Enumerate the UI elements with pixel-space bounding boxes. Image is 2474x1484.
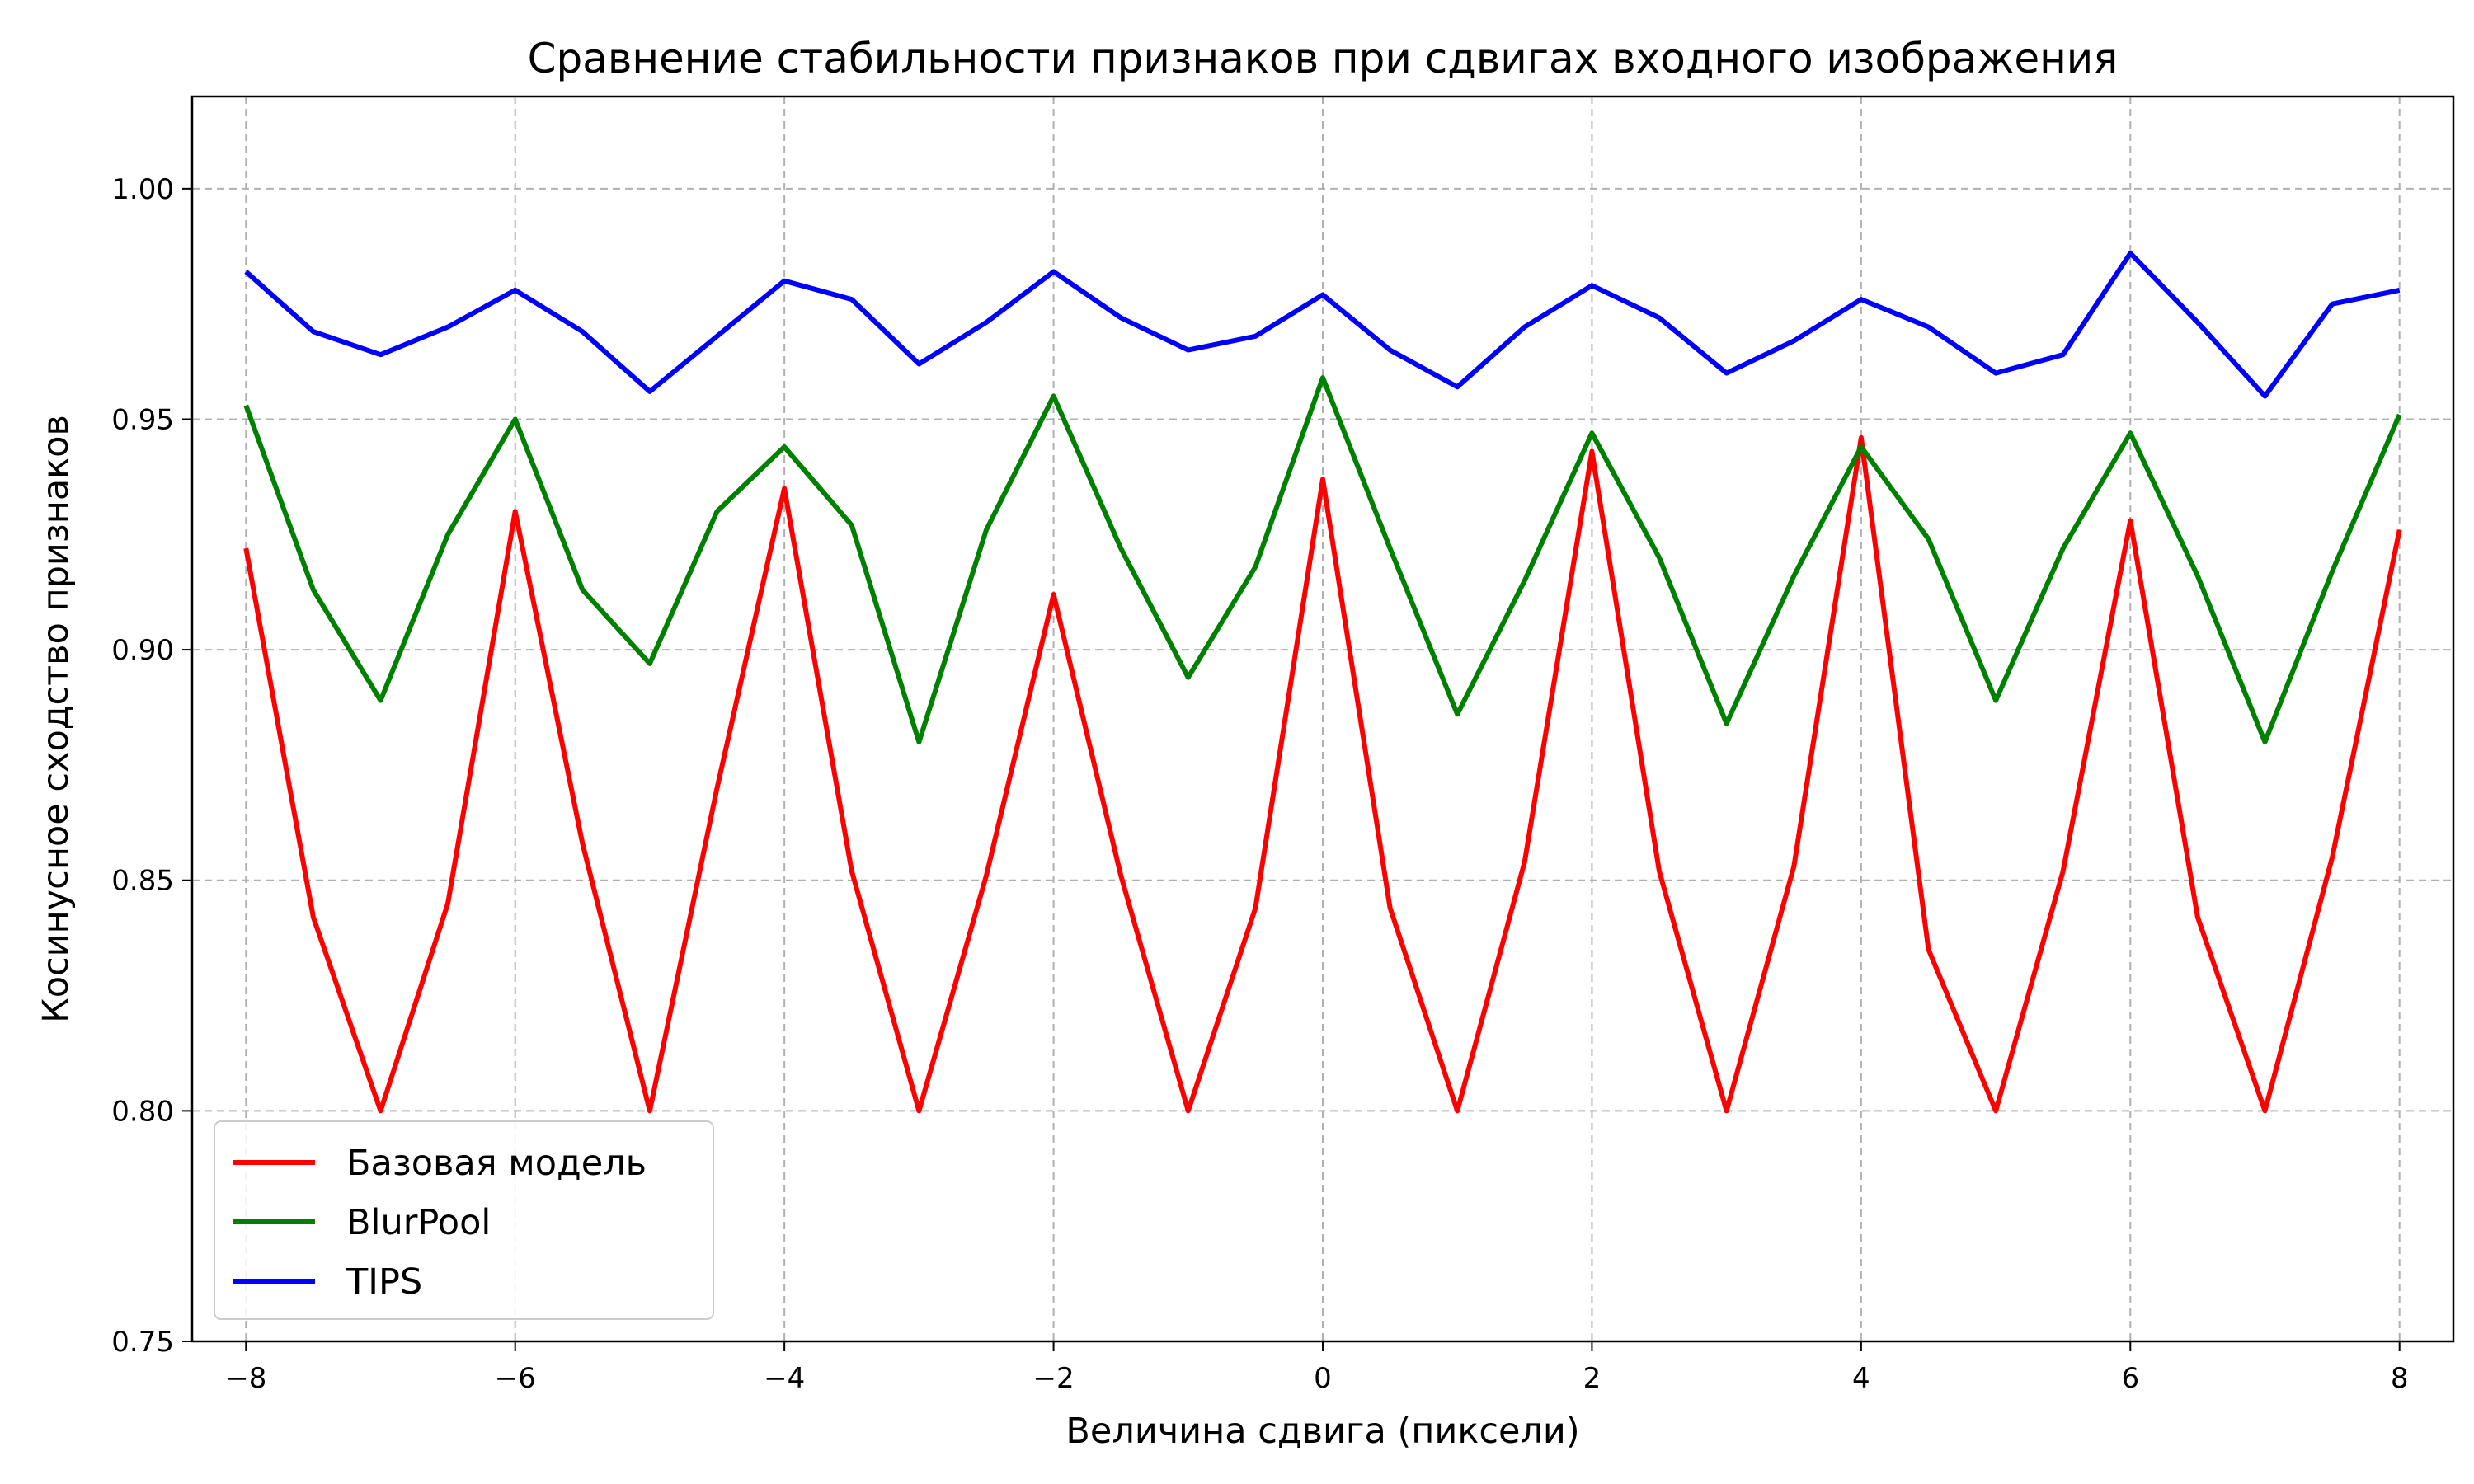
- series-line: [244, 251, 2401, 399]
- x-tick-label: 2: [1583, 1362, 1602, 1395]
- x-tick-label: −8: [225, 1362, 266, 1395]
- x-axis-label: Величина сдвига (пиксели): [1065, 1411, 1579, 1452]
- legend-label: TIPS: [346, 1261, 422, 1303]
- y-axis-label: Косинусное сходство признаков: [35, 415, 77, 1023]
- x-tick-label: −2: [1033, 1362, 1075, 1395]
- y-tick-label: 1.00: [111, 173, 174, 206]
- axis-ticks: −8 −6 −4 −2 0 2 4 6 8 0.75 0.80 0.85 0.90 0.95 1.00: [111, 173, 2408, 1395]
- y-tick-label: 0.95: [111, 403, 174, 436]
- y-tick-label: 0.90: [111, 634, 174, 667]
- y-tick-label: 0.80: [111, 1095, 174, 1128]
- x-tick-label: −4: [764, 1362, 805, 1395]
- legend-label: Базовая модель: [346, 1143, 647, 1184]
- chart-title: Сравнение стабильности признаков при сдв…: [528, 35, 2119, 82]
- x-tick-label: −6: [495, 1362, 536, 1395]
- x-tick-label: 4: [1852, 1362, 1870, 1395]
- y-tick-label: 0.85: [111, 865, 174, 898]
- series-lines: [243, 251, 2402, 1114]
- x-tick-label: 0: [1314, 1362, 1332, 1395]
- legend-label: BlurPool: [346, 1202, 491, 1243]
- legend-box: [214, 1120, 714, 1320]
- x-tick-label: 8: [2391, 1362, 2409, 1395]
- y-tick-label: 0.75: [111, 1326, 174, 1359]
- series-line: [243, 434, 2402, 1114]
- grid: [192, 96, 2453, 1342]
- legend: Базовая модель BlurPool TIPS: [214, 1120, 714, 1320]
- x-tick-label: 6: [2121, 1362, 2139, 1395]
- series-line: [243, 375, 2402, 744]
